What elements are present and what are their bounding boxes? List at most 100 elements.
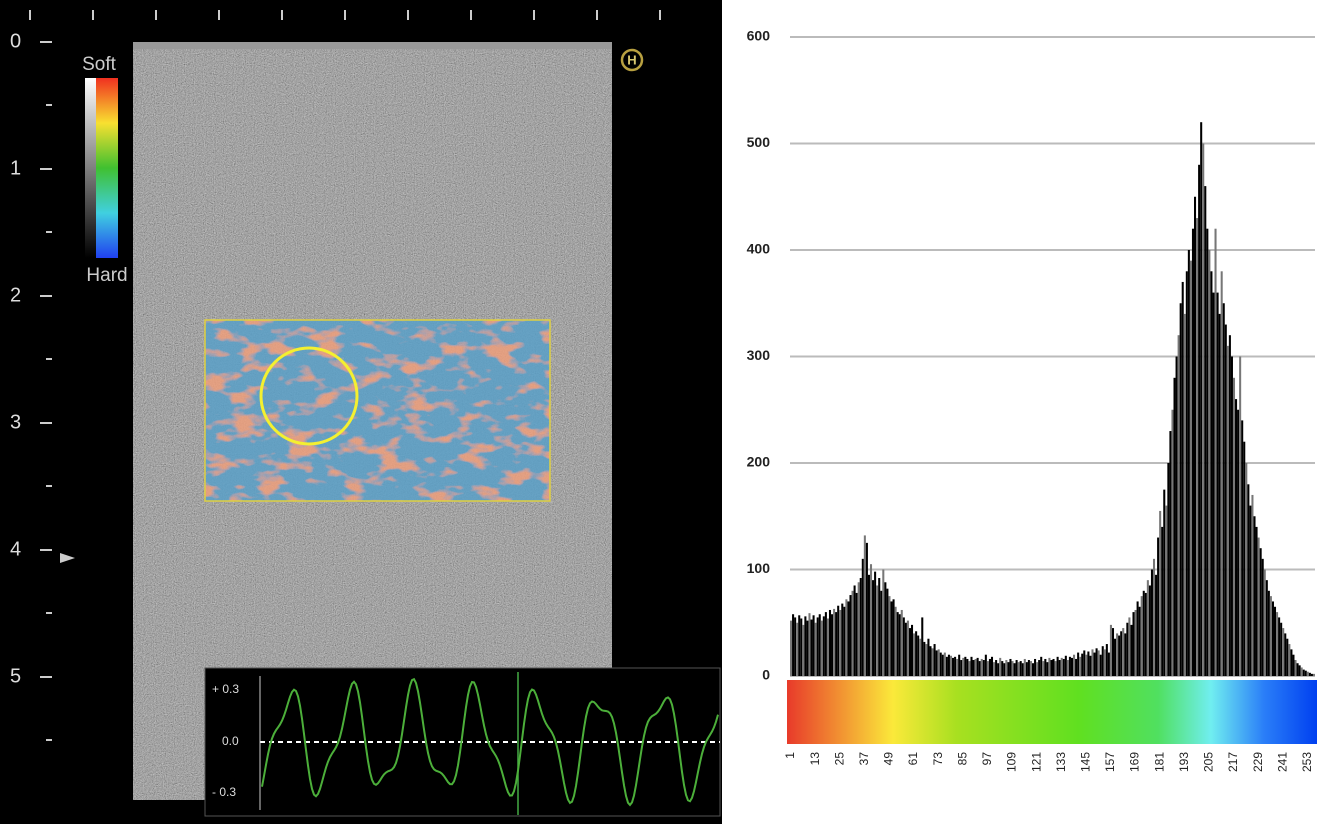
bar <box>1029 661 1032 676</box>
bar <box>1288 644 1291 676</box>
bar <box>935 650 938 676</box>
bar <box>1150 569 1153 676</box>
bar <box>943 652 946 676</box>
bar <box>1212 292 1215 676</box>
bar <box>1181 281 1184 676</box>
bar <box>1095 648 1098 676</box>
bar <box>1265 580 1268 676</box>
x-tick-label: 73 <box>931 752 945 766</box>
bar <box>1054 661 1057 676</box>
bar <box>1292 654 1295 676</box>
bar <box>869 564 873 676</box>
bar <box>1271 601 1274 676</box>
bar <box>913 633 916 676</box>
bar <box>1284 633 1287 676</box>
bar <box>859 578 862 676</box>
bar <box>1310 673 1313 676</box>
bar <box>1269 596 1272 676</box>
bar <box>794 617 797 676</box>
bar <box>931 648 934 676</box>
bar <box>1220 271 1223 676</box>
bar <box>1216 292 1219 676</box>
bar <box>849 595 852 676</box>
bar <box>1304 670 1307 676</box>
bar <box>1218 313 1221 676</box>
bar <box>1300 667 1303 676</box>
bar <box>1050 660 1053 676</box>
marker-label: H <box>627 52 636 67</box>
bar <box>970 656 973 676</box>
bar <box>857 582 860 676</box>
depth-label: 2 <box>10 284 21 306</box>
waveform-label: - 0.3 <box>212 785 236 799</box>
bar <box>880 590 883 676</box>
bar <box>1111 628 1115 676</box>
waveform-label: 0.0 <box>222 734 239 748</box>
bar <box>1204 186 1207 676</box>
bar <box>995 660 998 676</box>
x-tick-label: 25 <box>832 752 846 766</box>
bar <box>1044 658 1047 676</box>
bar <box>945 656 948 676</box>
bar <box>1243 441 1246 676</box>
bar <box>1185 271 1188 676</box>
bar <box>939 652 942 676</box>
bar <box>1286 638 1289 676</box>
bar <box>843 606 846 676</box>
bar <box>925 644 928 676</box>
x-tick-label: 49 <box>882 752 896 766</box>
y-tick-label: 600 <box>747 28 771 44</box>
bar <box>878 578 881 676</box>
elastography-box <box>205 320 550 501</box>
bar <box>941 654 944 676</box>
bar <box>1312 673 1315 676</box>
bar <box>1148 585 1151 676</box>
bar <box>1070 657 1074 676</box>
bar <box>1046 662 1049 676</box>
bar <box>896 612 899 676</box>
bar <box>1079 656 1082 676</box>
x-tick-label: 121 <box>1029 752 1043 772</box>
x-tick-label: 13 <box>808 752 822 766</box>
bar <box>1302 669 1305 676</box>
bar <box>1144 592 1147 676</box>
bar <box>1247 484 1250 676</box>
bar <box>808 613 811 676</box>
marker-circle <box>620 48 644 72</box>
bar <box>1210 271 1213 676</box>
bar <box>919 638 922 676</box>
bar <box>1253 516 1256 676</box>
bar <box>1157 537 1160 676</box>
bar <box>1167 463 1170 676</box>
bar <box>861 558 864 676</box>
bar <box>865 542 868 676</box>
bar <box>892 599 895 676</box>
bar <box>792 614 795 676</box>
bar <box>1146 580 1149 676</box>
bar <box>1128 617 1131 676</box>
bar <box>1073 654 1076 676</box>
bar <box>1261 558 1264 676</box>
bar <box>802 624 805 676</box>
bar <box>1196 218 1199 677</box>
bar <box>1296 663 1299 676</box>
bar <box>1056 656 1059 676</box>
bar <box>1175 356 1178 676</box>
bar <box>1169 431 1172 676</box>
bar <box>915 631 918 676</box>
bar <box>855 592 858 676</box>
bar <box>806 620 809 676</box>
waveform-label: + 0.3 <box>212 682 239 696</box>
bar <box>818 614 821 676</box>
bar <box>1075 658 1078 676</box>
bar <box>1120 631 1123 676</box>
bar <box>1173 377 1176 676</box>
bar <box>1280 622 1283 676</box>
bar <box>904 622 907 676</box>
bar <box>1023 658 1026 676</box>
x-tick-label: 193 <box>1177 752 1191 772</box>
bar <box>1208 250 1211 676</box>
y-tick-label: 100 <box>747 560 771 576</box>
bar <box>900 609 903 676</box>
